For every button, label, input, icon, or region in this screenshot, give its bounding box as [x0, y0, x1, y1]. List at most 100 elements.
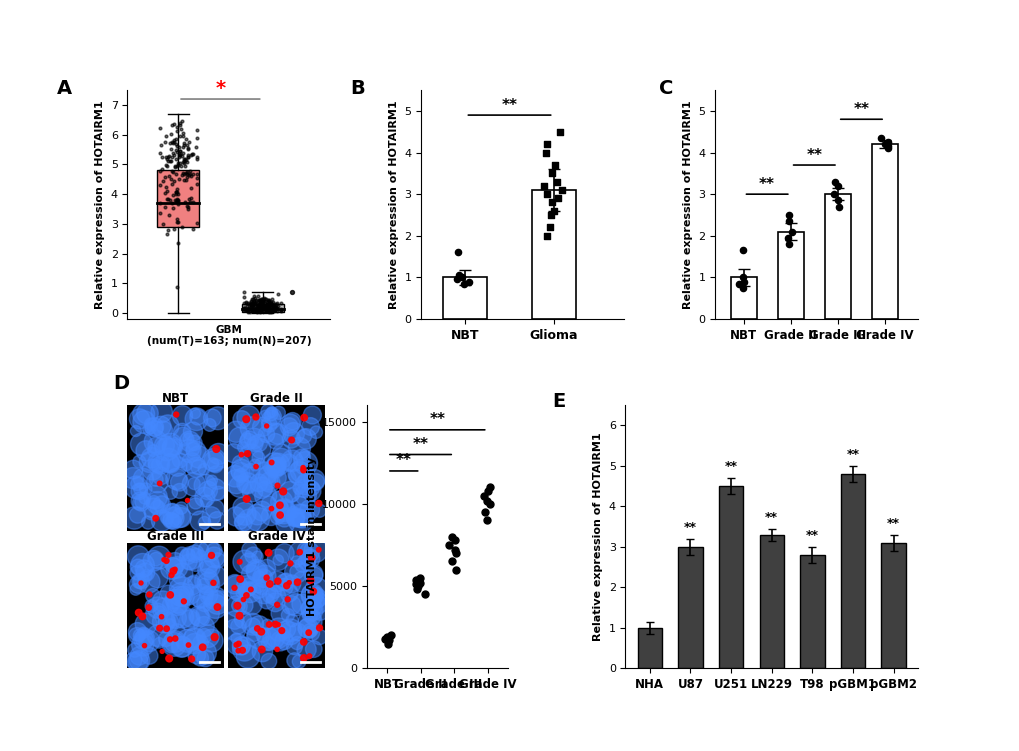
- Point: [256, 300, 272, 312]
- Point: [254, 303, 270, 315]
- Point: [313, 339, 329, 351]
- Point: [169, 146, 185, 158]
- Point: [223, 526, 239, 538]
- Point: [409, 580, 425, 592]
- FancyBboxPatch shape: [242, 304, 283, 312]
- Point: [256, 292, 272, 304]
- Point: [249, 306, 265, 318]
- Point: [961, 265, 977, 277]
- Point: [240, 306, 257, 318]
- Point: [255, 300, 271, 312]
- Point: [769, 292, 786, 304]
- Point: [176, 155, 193, 167]
- Point: [168, 185, 184, 198]
- Point: [252, 295, 268, 307]
- Point: [184, 167, 201, 179]
- Point: [267, 304, 283, 316]
- Point: [977, 428, 994, 440]
- Point: [830, 201, 847, 213]
- Point: [255, 293, 271, 305]
- Point: [361, 375, 377, 387]
- Point: [250, 305, 266, 317]
- Bar: [678, 547, 702, 668]
- Point: [773, 35, 790, 47]
- Text: **: **: [764, 511, 777, 523]
- Point: [882, 194, 899, 206]
- Text: B: B: [351, 79, 365, 98]
- Point: [657, 258, 674, 270]
- Point: [876, 508, 893, 520]
- Point: [262, 297, 278, 309]
- Point: [178, 168, 195, 180]
- Point: [169, 186, 185, 198]
- Point: [261, 302, 277, 314]
- Text: **: **: [887, 517, 899, 530]
- Point: [170, 216, 186, 228]
- Point: [639, 50, 655, 62]
- Point: [443, 556, 460, 568]
- Point: [560, 18, 577, 30]
- Point: [167, 137, 183, 149]
- Point: [178, 167, 195, 179]
- Point: [538, 230, 554, 242]
- Point: [253, 294, 269, 306]
- Point: [713, 53, 730, 65]
- Point: [189, 217, 205, 229]
- Point: [163, 128, 179, 140]
- Point: [876, 138, 893, 150]
- Point: [333, 86, 350, 98]
- Point: [183, 170, 200, 182]
- Point: [174, 130, 191, 142]
- Point: [324, 323, 340, 335]
- Point: [170, 140, 186, 152]
- Point: [252, 300, 268, 312]
- Point: [477, 130, 493, 142]
- Point: [381, 635, 397, 647]
- Point: [614, 0, 631, 2]
- Point: [249, 304, 265, 316]
- Point: [357, 439, 373, 451]
- Point: [169, 182, 185, 195]
- Point: [248, 294, 264, 306]
- Point: [267, 297, 283, 309]
- Point: [263, 298, 279, 310]
- Point: [256, 302, 272, 314]
- Point: [260, 300, 276, 312]
- Point: [189, 141, 205, 153]
- Point: [189, 124, 205, 136]
- Point: [235, 302, 252, 314]
- Point: [719, 202, 736, 214]
- Point: [441, 539, 458, 551]
- Point: [266, 305, 282, 317]
- Point: [263, 297, 279, 309]
- Point: [272, 304, 288, 316]
- Point: [250, 302, 266, 314]
- Text: *: *: [215, 79, 225, 98]
- Point: [235, 286, 252, 298]
- Point: [253, 299, 269, 311]
- Point: [168, 281, 184, 293]
- Point: [181, 168, 198, 180]
- Point: [872, 132, 889, 144]
- Point: [245, 297, 261, 309]
- Point: [621, 29, 637, 41]
- Point: [151, 147, 167, 159]
- Point: [255, 295, 271, 307]
- Point: [175, 141, 192, 153]
- Point: [180, 201, 197, 213]
- Point: [659, 403, 676, 415]
- Text: **: **: [501, 98, 517, 113]
- Point: [169, 237, 185, 249]
- Point: [534, 318, 550, 330]
- Point: [179, 166, 196, 178]
- Point: [727, 246, 743, 258]
- Point: [255, 299, 271, 311]
- Point: [259, 302, 275, 314]
- Bar: [824, 195, 850, 319]
- Point: [787, 206, 803, 218]
- Point: [173, 222, 190, 234]
- Point: [455, 278, 472, 290]
- Point: [433, 175, 449, 187]
- Point: [898, 268, 914, 280]
- Point: [934, 15, 951, 27]
